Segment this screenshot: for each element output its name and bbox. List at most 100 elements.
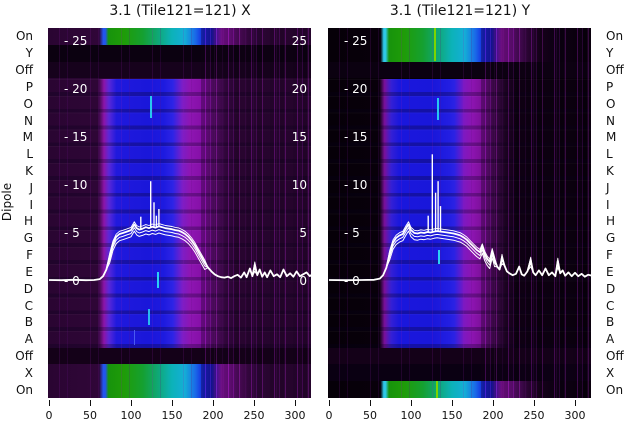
row-label-left: Off	[15, 63, 33, 77]
row-label-left: G	[23, 231, 33, 246]
x-tick-label: 100	[120, 409, 142, 422]
x-tick-mark	[575, 400, 576, 406]
row-label-right: E	[606, 264, 614, 279]
x-tick-mark	[49, 400, 50, 406]
x-tick-label: 0	[325, 409, 333, 422]
x-tick-mark	[329, 400, 330, 406]
value-tick-label-left: - 25	[64, 34, 88, 48]
streak-texture	[48, 28, 311, 398]
row-label-left: M	[22, 130, 33, 145]
row-label-left: E	[25, 264, 33, 279]
dipole-labels-left: On Y Off P O N M L K J I H G F E D C B A Off X On	[0, 28, 33, 398]
x-tick-mark	[254, 400, 255, 406]
row-label-right: D	[606, 281, 616, 296]
row-label-left: P	[25, 79, 33, 94]
row-label-left: K	[25, 164, 33, 178]
spectral-streak-accent	[134, 330, 135, 345]
streak-texture	[328, 28, 591, 398]
x-tick-label: 300	[564, 409, 586, 422]
row-label-right: C	[606, 298, 615, 313]
x-tick-mark	[411, 400, 412, 406]
row-label-right: X	[606, 365, 615, 380]
row-label-left: Off	[15, 349, 33, 363]
row-label-right: I	[606, 197, 610, 212]
row-label-right: K	[606, 164, 614, 178]
row-label-left: N	[24, 113, 33, 128]
row-label-right: Off	[606, 349, 624, 363]
row-label-right: P	[606, 79, 614, 94]
x-tick-mark	[131, 400, 132, 406]
row-label-right: On	[606, 382, 624, 397]
spectral-streak-accent	[150, 96, 152, 118]
x-tick-mark	[534, 400, 535, 406]
row-label-left: O	[23, 96, 33, 111]
row-label-left: L	[26, 147, 33, 162]
row-label-left: H	[23, 214, 33, 229]
x-tick-mark	[295, 400, 296, 406]
x-tick-mark	[172, 400, 173, 406]
x-tick-mark	[370, 400, 371, 406]
value-tick-label-left: - 20	[344, 82, 368, 96]
row-label-right: L	[606, 147, 613, 162]
row-y-off	[48, 44, 311, 62]
x-tick-label: 0	[45, 409, 53, 422]
value-tick-label-left: - 0	[64, 274, 80, 288]
heatmap-panel-y: - 25- 20- 15- 10- 5- 0	[328, 28, 591, 398]
value-tick-label-left: - 10	[344, 178, 368, 192]
row-label-right: H	[606, 214, 616, 229]
heatmap-panel-x: - 25 25 - 20 20 - 15 15 - 10 10 - 5 5 - 0 0	[48, 28, 311, 398]
spectrum-trace	[328, 154, 591, 282]
row-x-off-bottom	[328, 364, 591, 382]
row-label-left: F	[26, 248, 33, 262]
x-tick-label: 50	[83, 409, 97, 422]
row-label-right: O	[606, 96, 616, 111]
x-tick-label: 150	[161, 409, 183, 422]
value-tick-label-left: - 15	[64, 130, 88, 144]
row-label-left: On	[15, 29, 33, 44]
row-label-right: N	[606, 113, 615, 128]
row-label-left: I	[29, 197, 33, 212]
spectral-streak-accent	[434, 28, 436, 61]
x-tick-label: 150	[441, 409, 463, 422]
x-tick-label: 250	[243, 409, 265, 422]
streak-texture-right	[480, 28, 591, 398]
value-tick-label-right: 15	[291, 130, 307, 144]
row-label-right: Y	[606, 46, 614, 61]
spectral-streak-accent	[436, 381, 438, 398]
spectral-streak-accent	[157, 272, 159, 288]
value-tick-label-left: - 5	[344, 226, 360, 240]
row-label-right: A	[606, 332, 615, 347]
x-tick-label: 200	[482, 409, 504, 422]
spectral-streak-accent	[437, 98, 439, 120]
x-tick-label: 300	[284, 409, 306, 422]
row-off	[328, 61, 591, 79]
panel-x-title: 3.1 (Tile121=121) X	[109, 3, 251, 19]
row-label-left: A	[24, 332, 33, 347]
spectrum-trace	[48, 181, 311, 282]
row-label-right: J	[606, 180, 610, 195]
row-off-bottom	[48, 347, 311, 365]
spectral-streak-accent	[438, 250, 440, 264]
row-off-bottom	[328, 347, 591, 365]
row-label-left: B	[24, 315, 33, 330]
row-label-left: J	[29, 180, 33, 195]
row-label-right: G	[606, 231, 616, 246]
row-label-right: Off	[606, 63, 624, 77]
value-tick-label-left: - 10	[64, 178, 88, 192]
dipole-band	[48, 78, 311, 348]
value-tick-label-right: 5	[299, 226, 307, 240]
row-label-right: F	[606, 248, 613, 262]
row-off	[48, 61, 311, 79]
value-tick-label-right: 0	[299, 274, 307, 288]
row-label-left: On	[15, 382, 33, 397]
x-tick-label: 250	[523, 409, 545, 422]
value-tick-label-right: 25	[291, 34, 307, 48]
x-tick-mark	[213, 400, 214, 406]
row-on-y-top	[328, 28, 591, 62]
x-tick-label: 50	[363, 409, 377, 422]
x-tick-mark	[90, 400, 91, 406]
panel-y-title: 3.1 (Tile121=121) Y	[389, 3, 531, 19]
row-label-left: D	[23, 281, 33, 296]
row-label-left: Y	[25, 46, 33, 61]
spectral-streak-accent	[148, 309, 150, 325]
